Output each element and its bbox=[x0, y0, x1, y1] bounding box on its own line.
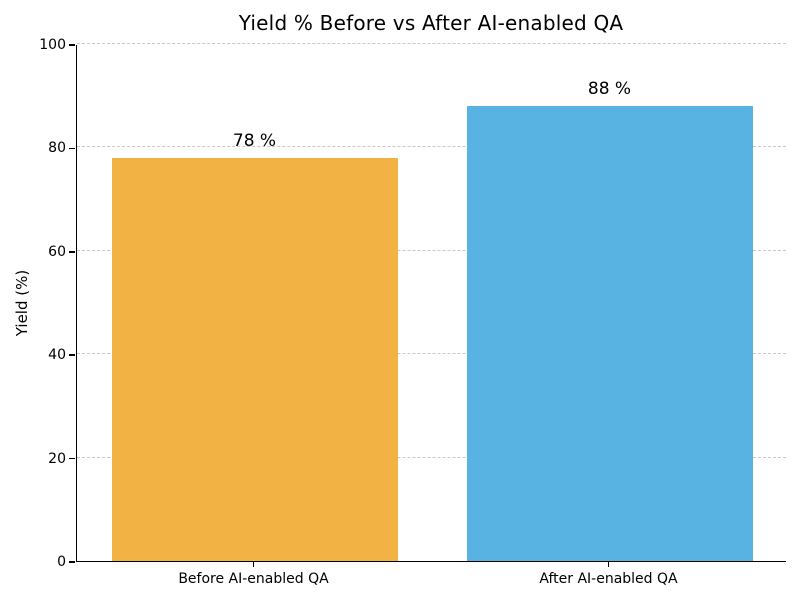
y-tick-label: 0 bbox=[57, 554, 66, 570]
y-tick-mark bbox=[69, 44, 75, 46]
y-tick-label: 100 bbox=[39, 37, 66, 53]
gridlines-layer bbox=[77, 43, 786, 561]
bar-1 bbox=[111, 157, 398, 561]
y-tick-label: 80 bbox=[48, 140, 66, 157]
gridline bbox=[77, 146, 786, 148]
x-tick-label: Before AI-enabled QA bbox=[178, 571, 329, 587]
y-tick-mark bbox=[69, 457, 75, 460]
y-tick-mark bbox=[69, 251, 75, 253]
bar-value-label: 78 % bbox=[232, 130, 277, 151]
bar-2 bbox=[466, 106, 753, 561]
gridline bbox=[77, 456, 786, 458]
y-tick-mark bbox=[69, 354, 75, 356]
gridline bbox=[77, 249, 786, 251]
x-tick-mark bbox=[252, 562, 255, 567]
x-tick-mark bbox=[607, 562, 610, 567]
x-tick-label: After AI-enabled QA bbox=[539, 571, 678, 587]
y-tick-mark bbox=[69, 147, 75, 150]
gridline bbox=[77, 43, 786, 44]
y-tick-label: 40 bbox=[48, 347, 66, 364]
y-tick-mark bbox=[69, 561, 75, 563]
bar-value-label: 88 % bbox=[587, 79, 632, 100]
chart-title: Yield % Before vs After AI-enabled QA bbox=[238, 11, 624, 35]
gridline bbox=[77, 353, 786, 355]
y-tick-label: 60 bbox=[48, 243, 66, 260]
plot-area: 78 % 88 % bbox=[76, 43, 786, 562]
y-tick-label: 20 bbox=[48, 450, 66, 467]
y-axis-label: Yield (%) bbox=[13, 269, 31, 337]
bars-layer: 78 % 88 % bbox=[77, 45, 786, 561]
